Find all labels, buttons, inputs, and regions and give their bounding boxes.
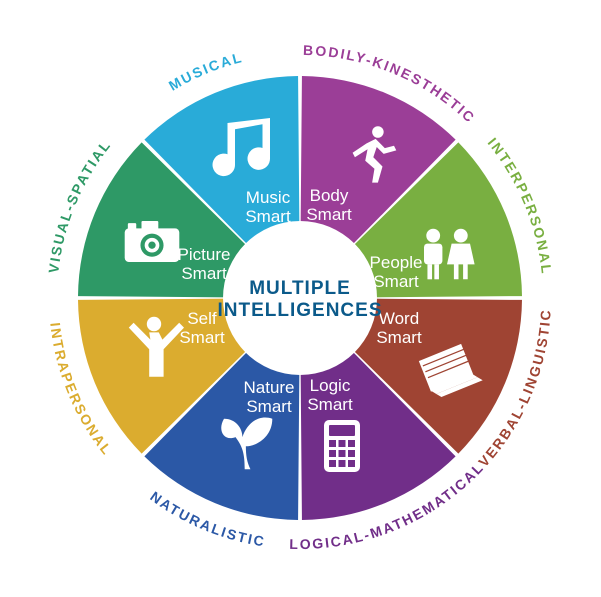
segment-inner-label: WordSmart xyxy=(376,309,422,347)
segment-inner-label: PeopleSmart xyxy=(370,253,423,291)
segment-inner-label: LogicSmart xyxy=(307,376,353,414)
calc-icon xyxy=(324,420,360,472)
multiple-intelligences-wheel: BodySmartBODILY-KINESTHETICPeopleSmart I… xyxy=(0,0,601,597)
segment-inner-label: MusicSmart xyxy=(245,188,291,226)
segment-inner-label: BodySmart xyxy=(306,186,352,224)
segment-inner-label: PictureSmart xyxy=(178,245,231,283)
segment-inner-label: NatureSmart xyxy=(243,378,294,416)
